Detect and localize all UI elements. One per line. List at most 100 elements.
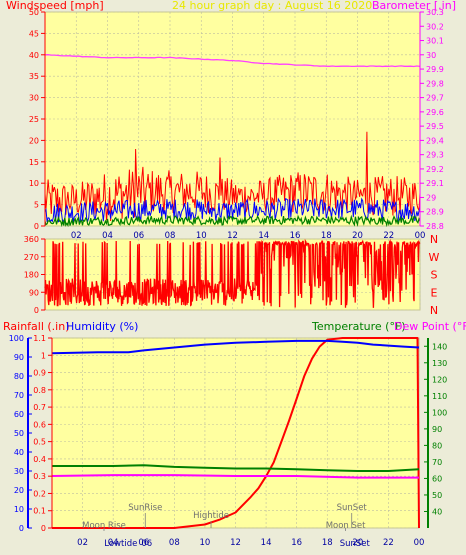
windspeed-axis-title: Windspeed [mph] xyxy=(6,0,104,12)
wind-direction-line xyxy=(44,238,421,308)
x-tick-label: 20 xyxy=(352,538,363,548)
y-tick-label-barometer: 29.3 xyxy=(426,151,444,160)
y-tick-label-humidity: 0 xyxy=(19,524,24,533)
annotation-label: SunSet xyxy=(337,503,368,513)
y-tick-label-humidity: 10 xyxy=(14,505,24,514)
y-ticks-barometer: 28.8 28.9 29 29.1 29.2 29.3 29.4 29.5 29.6 29.7 29… xyxy=(419,8,444,231)
compass-label: S xyxy=(431,269,438,282)
y-tick-label-temperature: 120 xyxy=(432,375,447,384)
y-tick-label-temperature: 80 xyxy=(432,441,442,450)
y-tick-label-barometer: 29.1 xyxy=(426,179,444,188)
x-tick-label: 08 xyxy=(165,231,176,241)
y-tick-label-temperature: 40 xyxy=(432,507,442,516)
x-tick-label: 06 xyxy=(133,231,144,241)
barometer-line xyxy=(44,54,421,68)
y-tick-label-direction: 90 xyxy=(29,288,39,297)
y-tick-label-barometer: 29.4 xyxy=(426,136,444,145)
y-tick-label-rainfall: 0.9 xyxy=(33,369,46,378)
y-tick-label-temperature: 90 xyxy=(432,425,442,434)
y-tick-label-rainfall: 0.5 xyxy=(33,438,46,447)
y-tick-label-temperature: 70 xyxy=(432,458,442,467)
y-tick-label-windspeed: 10 xyxy=(29,179,39,188)
annotation-label: SunRise xyxy=(128,503,162,513)
x-tick-label: 14 xyxy=(261,538,272,548)
y-tick-label-temperature: 100 xyxy=(432,408,447,417)
x-tick-label: 04 xyxy=(108,538,119,548)
y-tick-label-temperature: 110 xyxy=(432,392,447,401)
annotation-label: Hightide xyxy=(193,511,229,521)
graph-title: 24 hour graph day : August 16 2020 xyxy=(172,0,372,12)
y-tick-label-barometer: 29.9 xyxy=(426,65,444,74)
y-tick-label-rainfall: 0.6 xyxy=(33,420,46,429)
series-direction xyxy=(44,238,421,308)
y-tick-label-windspeed: 35 xyxy=(29,72,39,81)
y-tick-label-humidity: 70 xyxy=(14,391,24,400)
plot-area-rain xyxy=(51,337,420,529)
y-tick-label-direction: 0 xyxy=(34,306,39,315)
series-line-3 xyxy=(51,474,419,479)
x-tick-label: 18 xyxy=(322,538,333,548)
compass-label: N xyxy=(430,304,438,317)
y-tick-label-humidity: 100 xyxy=(9,334,24,343)
y-tick-label-rainfall: 0.7 xyxy=(33,403,46,412)
x-tick-label: 18 xyxy=(321,231,332,241)
y-tick-label-temperature: 60 xyxy=(432,474,442,483)
y-tick-label-barometer: 30.3 xyxy=(426,8,444,17)
y-tick-label-windspeed: 50 xyxy=(29,8,39,17)
y-tick-label-barometer: 30 xyxy=(426,51,436,60)
x-tick-label: 16 xyxy=(290,231,301,241)
x-tick-label: 02 xyxy=(71,231,82,241)
y-tick-label-windspeed: 20 xyxy=(29,136,39,145)
x-ticks-wind: 02 04 06 08 10 12 14 16 18 20 22 00 xyxy=(71,231,426,241)
y-ticks-temperature: 40 50 60 70 80 90 100 110 120 130 140 xyxy=(424,338,447,528)
x-tick-label: 12 xyxy=(230,538,241,548)
y-tick-label-humidity: 50 xyxy=(14,429,24,438)
y-tick-label-barometer: 28.8 xyxy=(426,222,444,231)
annotation-label: Moon Rise xyxy=(82,521,126,531)
y-tick-label-windspeed: 30 xyxy=(29,94,39,103)
y-tick-label-humidity: 20 xyxy=(14,486,24,495)
compass-label: W xyxy=(429,251,440,264)
x-tick-label: 16 xyxy=(291,538,302,548)
x-ticks-rain: 02 04 06 08 10 12 14 16 18 20 22 00 xyxy=(77,538,424,548)
y-tick-label-barometer: 29.2 xyxy=(426,165,444,174)
y-tick-label-barometer: 29.7 xyxy=(426,94,444,103)
humidity-axis-title: Humidity (%) xyxy=(66,320,138,333)
y-ticks-direction: 0 90 180 270 360 xyxy=(24,235,46,315)
annotation-label: SunSet xyxy=(340,539,371,549)
y-tick-label-rainfall: 0.3 xyxy=(33,472,46,481)
y-ticks-windspeed: 0 5 10 15 20 25 30 35 40 45 50 xyxy=(29,8,46,231)
y-tick-label-humidity: 60 xyxy=(14,410,24,419)
x-tick-label: 00 xyxy=(414,538,425,548)
y-tick-label-rainfall: 0.2 xyxy=(33,489,46,498)
y-tick-label-windspeed: 5 xyxy=(34,201,39,210)
y-ticks-rainfall: 0 0.1 0.2 0.3 0.4 0.5 0.6 0.7 0.8 0.9 1 1.1 xyxy=(33,334,53,533)
y-tick-label-rainfall: 1 xyxy=(41,351,46,360)
x-tick-label: 04 xyxy=(102,231,113,241)
x-tick-label: 22 xyxy=(383,231,394,241)
annotation-label: 06 xyxy=(141,539,152,549)
x-tick-label: 00 xyxy=(415,231,426,241)
y-tick-label-direction: 180 xyxy=(24,271,39,280)
y-tick-label-barometer: 29 xyxy=(426,193,436,202)
series-line-2 xyxy=(52,464,420,472)
y-tick-label-barometer: 28.9 xyxy=(426,208,444,217)
y-tick-label-rainfall: 0.8 xyxy=(33,386,46,395)
y-tick-label-barometer: 29.5 xyxy=(426,122,444,131)
y-tick-label-barometer: 30.1 xyxy=(426,37,444,46)
y-tick-label-windspeed: 40 xyxy=(29,51,39,60)
series-rain xyxy=(51,337,420,529)
y-tick-label-humidity: 90 xyxy=(14,353,24,362)
y-tick-label-rainfall: 0 xyxy=(41,524,46,533)
x-tick-label: 20 xyxy=(352,231,363,241)
y-tick-label-rainfall: 0.1 xyxy=(33,507,46,516)
barometer-axis-title: Barometer [.in] xyxy=(372,0,456,12)
rain-humidity-temperature-panel: Moon Rise Lowtide 06 SunRise Hightide SunSet M… xyxy=(9,334,448,549)
astronomy-annotations: Moon Rise Lowtide 06 SunRise Hightide SunSet M… xyxy=(82,503,370,549)
y-tick-label-humidity: 30 xyxy=(14,467,24,476)
y-tick-label-windspeed: 0 xyxy=(34,222,39,231)
